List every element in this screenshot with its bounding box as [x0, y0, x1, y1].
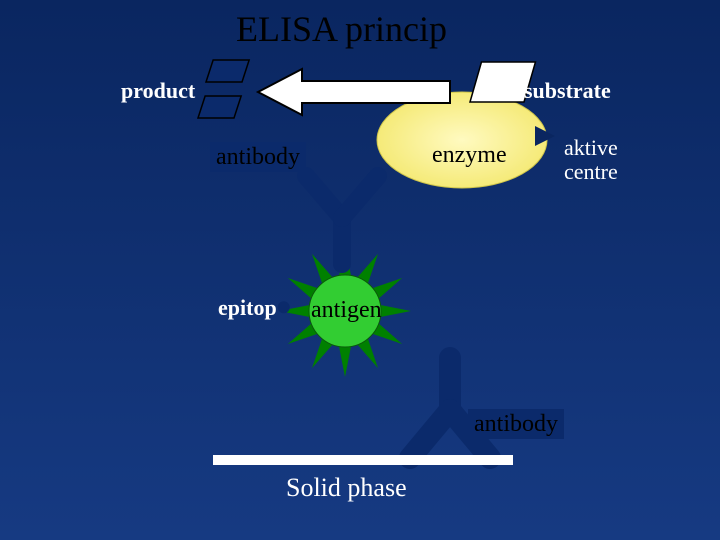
- label-aktive-2: centre: [564, 159, 618, 185]
- label-antibody-bot: antibody: [468, 409, 564, 439]
- title: ELISA princip: [236, 8, 447, 50]
- label-antigen: antigen: [311, 297, 382, 324]
- label-aktive-1: aktive: [564, 135, 618, 161]
- label-enzyme: enzyme: [432, 142, 507, 169]
- label-solid-phase: Solid phase: [286, 473, 407, 503]
- label-antibody-top: antibody: [210, 142, 306, 172]
- label-epitop: epitop: [218, 295, 277, 321]
- label-product: product: [121, 78, 195, 104]
- label-substrate: substrate: [524, 78, 611, 104]
